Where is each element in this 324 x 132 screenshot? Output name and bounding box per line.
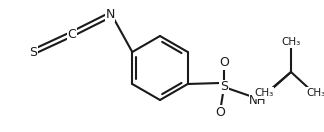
Text: O: O [215, 105, 225, 119]
Text: CH₃: CH₃ [254, 88, 274, 98]
Text: CH₃: CH₃ [307, 88, 324, 98]
Text: NH: NH [249, 93, 267, 107]
Text: S: S [220, 81, 228, 93]
Text: N: N [105, 8, 115, 22]
Text: C: C [68, 27, 76, 41]
Text: O: O [219, 56, 229, 70]
Text: CH₃: CH₃ [281, 37, 301, 47]
Text: S: S [29, 46, 37, 58]
